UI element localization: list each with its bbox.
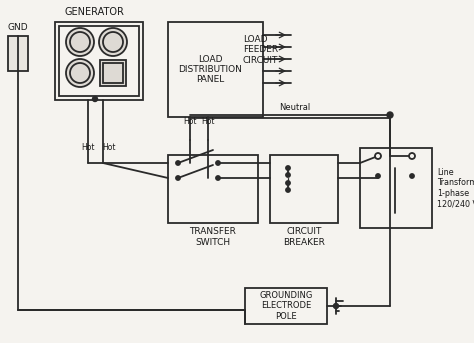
Circle shape [286,181,290,185]
Text: Hot: Hot [102,143,116,153]
Text: TRANSFER
SWITCH: TRANSFER SWITCH [190,227,237,247]
Circle shape [103,32,123,52]
Text: GENERATOR: GENERATOR [65,7,125,17]
Text: GROUNDING
ELECTRODE
POLE: GROUNDING ELECTRODE POLE [259,291,313,321]
Bar [168,22,263,117]
Circle shape [176,176,180,180]
Text: Line
Transformer,
1-phase
120/240 Volt: Line Transformer, 1-phase 120/240 Volt [437,168,474,208]
Text: 10: 10 [107,37,119,47]
Bar [55,22,143,100]
Text: 20: 20 [74,37,86,47]
Bar [100,60,126,86]
Circle shape [286,188,290,192]
Circle shape [410,174,414,178]
Text: Hot: Hot [81,143,95,153]
Bar [270,155,338,223]
Circle shape [92,96,98,102]
Bar [360,148,432,228]
Circle shape [66,28,94,56]
Circle shape [409,153,415,159]
Text: LOAD
FEEDER
CIRCUIT: LOAD FEEDER CIRCUIT [243,35,278,65]
Circle shape [334,304,338,308]
Circle shape [66,59,94,87]
Text: CIRCUIT
BREAKER: CIRCUIT BREAKER [283,227,325,247]
Circle shape [376,174,380,178]
Circle shape [216,161,220,165]
Circle shape [99,28,127,56]
Bar [8,36,28,71]
Circle shape [286,166,290,170]
Bar [245,288,327,324]
Circle shape [216,176,220,180]
Text: GND: GND [8,24,28,33]
Circle shape [387,112,393,118]
Circle shape [70,32,90,52]
Text: Neutral: Neutral [279,104,310,113]
Text: Hot: Hot [201,118,215,127]
Circle shape [176,161,180,165]
Bar [59,26,139,96]
Text: LOAD
DISTRIBUTION
PANEL: LOAD DISTRIBUTION PANEL [179,55,242,84]
Text: Hot: Hot [183,118,197,127]
Bar [168,155,258,223]
Text: 30: 30 [74,69,86,78]
Circle shape [70,63,90,83]
Circle shape [375,153,381,159]
Bar [103,63,123,83]
Circle shape [286,173,290,177]
